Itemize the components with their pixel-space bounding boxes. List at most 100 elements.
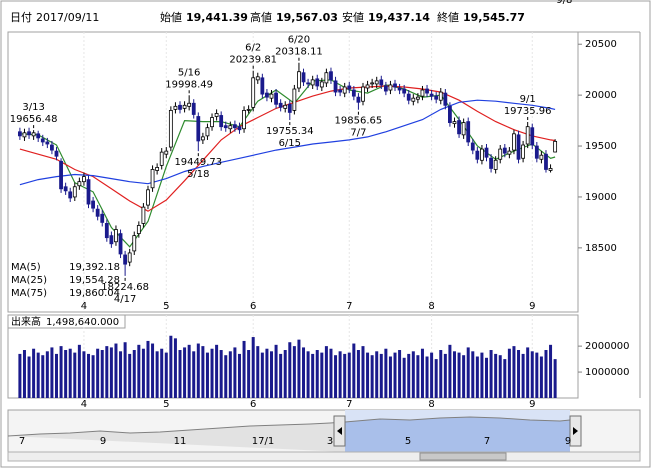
navigator-label: 9 [100,436,106,447]
candle-body [397,87,402,91]
scrollbar-thumb[interactable] [419,452,507,461]
volume-bar [302,347,306,398]
candle-body [461,122,466,136]
volume-bar [503,359,507,398]
candle-body [54,150,59,157]
volume-bar [27,356,31,398]
volume-bar [507,348,511,398]
volume-bar [164,352,168,398]
volume-bar [288,342,292,398]
navigator [7,409,641,462]
header-value: 19,437.14 [368,11,430,24]
volume-bar [173,338,177,398]
legend-value: 19,554.28 [69,275,120,286]
volume-bar [50,347,54,398]
y-tick-label: 19000 [585,192,617,203]
scrollbar[interactable] [7,451,641,462]
volume-bar [237,353,241,398]
y-tick-label: 19500 [585,141,617,152]
header-name: 終値 [437,10,459,24]
candle-body [534,145,539,159]
candle-body [210,117,214,128]
legend-name: MA(25) [11,275,47,286]
volume-bar [274,344,278,398]
candle-body [31,132,36,137]
volume-bar [146,340,150,398]
candle-body [351,89,356,97]
candle-body [287,103,292,113]
candle-body [338,89,343,93]
navigator-label: 7 [19,436,25,447]
candle-body [342,86,347,94]
candle-body [50,144,54,151]
candle-body [100,213,105,223]
candle-body [457,120,461,135]
candle-body [383,85,388,92]
annotation-date: 4/17 [114,294,136,305]
volume-bar [443,353,447,398]
volume-bar [192,351,196,398]
volume-bar [356,350,360,398]
volume-tick-label: 2000000 [585,341,630,352]
volume-bar [77,344,81,398]
volume-bar [151,343,155,398]
date-title: 日付 [10,11,32,24]
volume-bar [260,352,264,398]
candle-body [269,93,274,99]
candle-body [77,181,82,187]
candle-body [525,126,530,145]
candle-body [17,131,22,137]
volume-bar [375,351,379,398]
navigator-label: 9 [565,436,571,447]
candle-body [548,168,553,171]
candle-body [132,235,137,252]
candle-body [333,80,338,93]
candle-body [59,160,63,190]
candle-body [91,200,95,209]
volume-bar [379,353,383,398]
volume-bar [169,335,173,398]
candle-body [82,176,86,183]
candle-body [544,153,548,170]
navigator-label: 11 [174,436,187,447]
candle-body [502,147,507,154]
candle-body [242,110,246,130]
candle-body [233,124,237,129]
volume-bar [265,348,269,398]
candle-body [319,81,324,88]
volume-bar [416,355,420,398]
candle-body [475,150,480,160]
date-value: 2017/09/11 [36,11,99,24]
annotation-value: 19656.48 [10,114,58,125]
candle-body [530,127,535,146]
x-tick-label: 5 [163,399,169,410]
volume-bar [526,347,530,398]
candle-body [114,229,118,243]
candle-body [127,252,132,263]
header-value: 19,441.39 [186,11,248,24]
candle-body [361,86,365,102]
volume-bar [352,343,356,398]
candle-body [205,127,210,137]
x-tick-label: 7 [346,399,352,410]
volume-bar [466,347,470,398]
volume-bar [485,357,489,398]
volume-bar [475,356,479,398]
y-tick-label: 18500 [585,243,617,254]
candle-body [516,134,521,160]
candle-body [237,126,242,131]
x-tick-label: 9 [529,301,535,312]
candle-body [415,96,420,100]
x-tick-label: 4 [81,399,87,410]
candle-body [283,104,288,109]
volume-bar [87,353,91,398]
candle-body [173,105,178,110]
volume-bar [411,351,415,398]
volume-bar [489,350,493,398]
volume-bar [41,355,45,398]
candle-body [393,83,397,88]
candle-body [36,133,41,139]
volume-bar [521,353,525,398]
volume-bar [64,350,68,398]
volume-bar [334,355,338,398]
